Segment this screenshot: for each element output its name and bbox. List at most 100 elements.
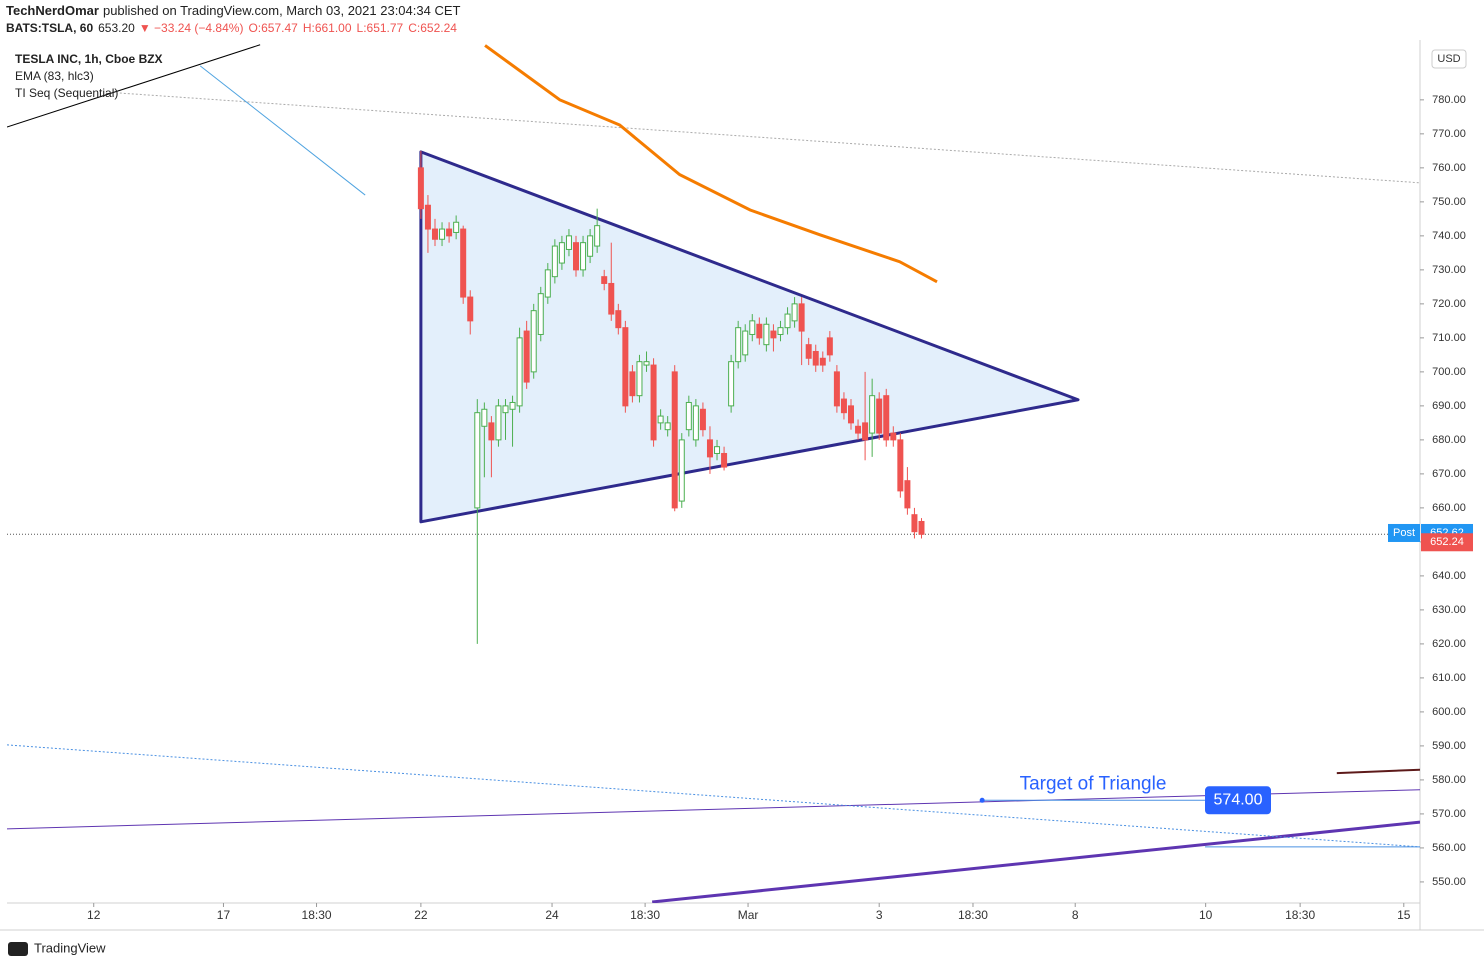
candle-body [474,412,481,509]
candle-body [650,364,657,441]
candle-body [460,228,467,298]
candle-body [446,228,453,237]
trend-line [1336,768,1420,775]
candle-body [657,415,664,424]
legend-item: TI Seq (Sequential) [15,86,118,100]
candle-body [558,242,565,264]
candle-body [488,422,495,441]
change: ▼ −33.24 (−4.84%) [139,21,244,35]
y-tick-label: 700.00 [1432,366,1466,378]
y-tick-label: 730.00 [1432,264,1466,276]
candle-body [876,398,883,434]
candle-body [699,408,706,431]
plot [7,44,1420,903]
y-tick-label: 560.00 [1432,842,1466,854]
currency: USD [1437,53,1460,65]
header-line-1: TechNerdOmar published on TradingView.com… [6,3,461,18]
ohlc: H:661.00 [303,21,352,35]
candle-body [833,371,840,407]
candle-body [516,337,523,407]
post-label: Post [1393,527,1415,539]
y-tick-label: 630.00 [1432,604,1466,616]
y-tick-label: 670.00 [1432,468,1466,480]
candle-body [904,480,911,509]
legend-item: EMA (83, hlc3) [15,69,94,83]
y-tick-label: 620.00 [1432,638,1466,650]
candle-body [453,221,460,233]
x-tick-label: 8 [1072,908,1079,922]
ohlc: C:652.24 [408,21,457,35]
last-price-badge [1421,533,1473,552]
trend-line [7,44,261,128]
y-tick-label: 690.00 [1432,400,1466,412]
candle-body [643,361,650,366]
candle-body [622,327,629,407]
header-line-2: BATS:TSLA, 60 653.20 ▼ −33.24 (−4.84%) O:65… [6,21,457,35]
candle-body [742,330,749,356]
candle-body [431,228,438,240]
symbol: BATS:TSLA, 60 [6,21,93,35]
candle-body [671,371,678,509]
candle-body [728,361,735,407]
candle-body [826,337,833,356]
candle-body [615,310,622,329]
x-tick-label: 17 [217,908,231,922]
candle-body [777,327,784,335]
candle-body [685,401,692,431]
candle-body [897,439,904,492]
candle-body [862,422,869,441]
y-tick-label: 780.00 [1432,94,1466,106]
candle-body [573,242,580,271]
y-tick-label: 740.00 [1432,230,1466,242]
candle-body [537,293,544,335]
candle-body [749,320,756,335]
candle-body [530,310,537,373]
y-tick-label: 550.00 [1432,876,1466,888]
candle-body [439,228,446,240]
annotation-point [979,797,985,803]
x-tick-label: 3 [876,908,883,922]
target-label: 574.00 [1214,792,1263,809]
y-tick-label: 660.00 [1432,502,1466,514]
ohlc: O:657.47 [248,21,298,35]
x-tick-label: 22 [414,908,428,922]
candle-body [544,269,551,298]
candle-body [636,361,643,397]
x-tick-label: 18:30 [630,908,660,922]
candle-body [678,439,685,502]
candle-body [791,303,798,322]
candle-body [495,405,502,441]
candle-body [502,405,509,414]
author: TechNerdOmar [6,3,99,18]
candle-body [883,395,890,441]
y-tick-label: 760.00 [1432,162,1466,174]
last-price-label: 652.24 [1430,536,1464,548]
ohlc: L:651.77 [357,21,404,35]
trend-line [7,744,1420,848]
candle-body [763,323,770,346]
candle-body [467,296,474,322]
candle-body [692,405,699,441]
candle-body [551,245,558,278]
candle-body [890,432,897,441]
candle-body [608,282,615,315]
candle-body [840,398,847,414]
annotation-text: Target of Triangle [1020,773,1167,794]
candle-body [855,425,862,434]
candle-body [805,344,812,359]
candle-body [580,242,587,271]
trend-line [119,92,1420,184]
legend-item: TESLA INC, 1h, Cboe BZX [15,52,163,66]
candle-body [721,452,728,468]
x-tick-label: 15 [1397,908,1411,922]
candle-body [424,204,431,230]
y-tick-label: 610.00 [1432,672,1466,684]
candle-body [481,408,488,427]
candle-body [417,167,424,210]
x-tick-label: 24 [545,908,559,922]
y-tick-label: 750.00 [1432,196,1466,208]
trend-line [7,789,1420,830]
header-bg [0,0,1484,38]
candle-body [664,422,671,431]
published: published on TradingView.com, March 03, … [103,3,461,18]
